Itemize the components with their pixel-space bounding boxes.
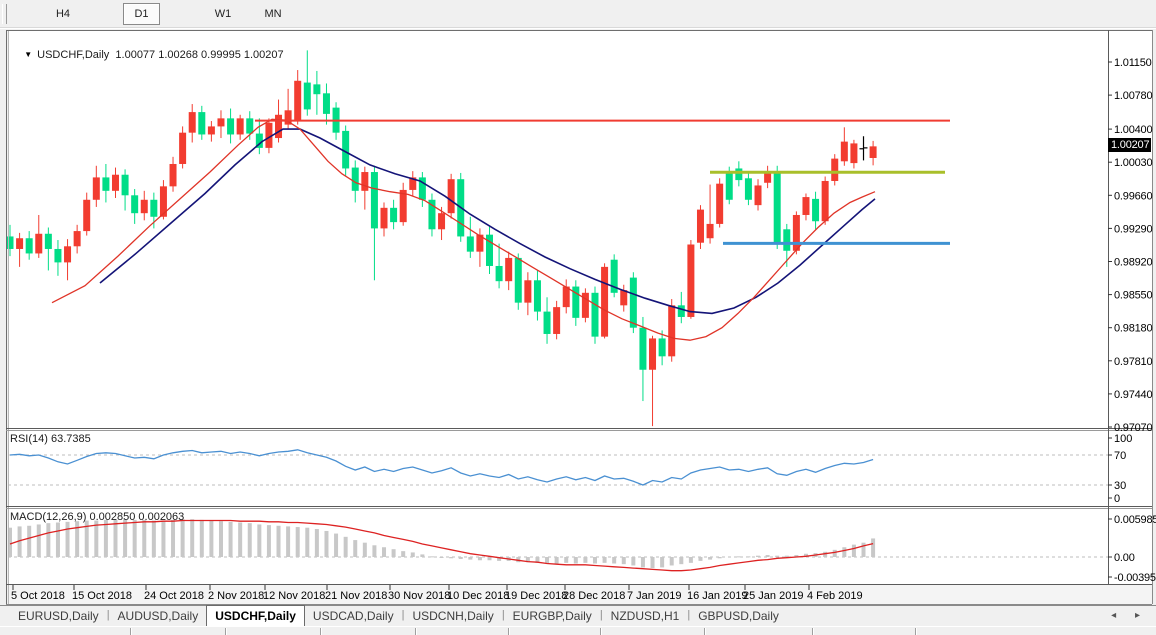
svg-text:12 Nov 2018: 12 Nov 2018: [263, 590, 325, 602]
chart-ohlc-readout: 1.00077 1.00268 0.99995 1.00207: [115, 49, 284, 61]
chart-tab-strip: EURUSD,Daily | AUDUSD,Daily USDCHF,Daily USD…: [0, 605, 1156, 626]
panel-frame[interactable]: [0, 28, 1156, 605]
chart-canvas[interactable]: 1.01150 1.00780 1.00400 1.00030 0.99660 0.992…: [0, 28, 1156, 605]
chart-panels-background: [8, 30, 1152, 585]
statusbar-divider: [600, 628, 602, 635]
svg-text:0.98920: 0.98920: [1114, 256, 1152, 268]
svg-text:-0.003954: -0.003954: [1114, 572, 1156, 584]
statusbar-divider: [915, 628, 917, 635]
chart-title: ▼ USDCHF,Daily 1.00077 1.00268 0.99995 1.…: [12, 37, 284, 73]
ma-slow-line: [99, 128, 876, 315]
svg-text:100: 100: [1114, 433, 1132, 445]
svg-text:1.00030: 1.00030: [1114, 157, 1152, 169]
svg-text:1.00400: 1.00400: [1114, 124, 1152, 136]
svg-text:0.005985: 0.005985: [1114, 514, 1156, 526]
statusbar-divider: [130, 628, 132, 635]
svg-text:21 Nov 2018: 21 Nov 2018: [325, 590, 387, 602]
timeframe-button-d1[interactable]: D1: [123, 3, 160, 25]
symbol-dropdown-icon[interactable]: ▼: [24, 50, 33, 59]
chart-tab-eurgbp[interactable]: EURGBP,Daily: [512, 609, 592, 623]
svg-text:0.98180: 0.98180: [1114, 323, 1152, 335]
svg-text:30 Nov 2018: 30 Nov 2018: [388, 590, 450, 602]
svg-text:4 Feb 2019: 4 Feb 2019: [807, 590, 863, 602]
svg-text:25 Jan 2019: 25 Jan 2019: [743, 590, 804, 602]
timeframe-toolbar: H4 D1 W1 MN: [0, 0, 1156, 28]
tab-separator: |: [401, 609, 405, 621]
svg-text:2 Nov 2018: 2 Nov 2018: [208, 590, 264, 602]
svg-text:19 Dec 2018: 19 Dec 2018: [505, 590, 567, 602]
svg-text:0.99660: 0.99660: [1114, 190, 1152, 202]
rsi-line: [9, 449, 874, 486]
svg-text:0.97810: 0.97810: [1114, 356, 1152, 368]
chart-tab-gbpusd[interactable]: GBPUSD,Daily: [698, 609, 779, 623]
statusbar-divider: [812, 628, 814, 635]
svg-text:10 Dec 2018: 10 Dec 2018: [447, 590, 509, 602]
svg-text:7 Jan 2019: 7 Jan 2019: [627, 590, 681, 602]
rsi-axis: 100 70 300: [1108, 433, 1132, 505]
chart-tab-usdcnh[interactable]: USDCNH,Daily: [412, 609, 494, 623]
tab-separator: |: [106, 609, 110, 621]
chart-tab-audusd[interactable]: AUDUSD,Daily: [117, 609, 199, 623]
macd-indicator-label: MACD(12,26,9) 0.002850 0.002063: [10, 511, 185, 523]
macd-axis: 0.005985 0.00 -0.003954: [1108, 514, 1156, 584]
time-axis: 5 Oct 2018 15 Oct 2018 24 Oct 2018 2 Nov 20…: [11, 585, 863, 602]
svg-text:15 Oct 2018: 15 Oct 2018: [72, 590, 132, 602]
timeframe-button-mn[interactable]: MN: [255, 3, 291, 25]
tab-separator: |: [687, 609, 691, 621]
ma-fast-line: [51, 118, 876, 341]
statusbar-divider: [225, 628, 227, 635]
tab-separator: |: [501, 609, 505, 621]
svg-text:0.97070: 0.97070: [1114, 422, 1152, 434]
svg-text:5 Oct 2018: 5 Oct 2018: [11, 590, 65, 602]
timeframe-button-h4[interactable]: H4: [45, 3, 81, 25]
statusbar-divider: [508, 628, 510, 635]
status-bar: [0, 626, 1156, 635]
candlestick-series: [6, 50, 877, 427]
svg-text:70: 70: [1114, 450, 1126, 462]
tab-separator: |: [599, 609, 603, 621]
chart-tab-nzdusd[interactable]: NZDUSD,H1: [610, 609, 680, 623]
svg-text:0: 0: [1114, 493, 1120, 505]
svg-text:1.01150: 1.01150: [1114, 57, 1152, 69]
chart-tab-usdchf[interactable]: USDCHF,Daily: [206, 605, 305, 626]
svg-text:1.00780: 1.00780: [1114, 90, 1152, 102]
toolbar-drag-handle-icon[interactable]: [2, 4, 7, 24]
chart-symbol-label: USDCHF,Daily: [37, 49, 110, 61]
svg-text:28 Dec 2018: 28 Dec 2018: [563, 590, 625, 602]
chart-tab-usdcad[interactable]: USDCAD,Daily: [312, 609, 394, 623]
chart-tab-eurusd[interactable]: EURUSD,Daily: [18, 609, 99, 623]
macd-signal-line: [9, 519, 874, 572]
statusbar-divider: [320, 628, 322, 635]
statusbar-divider: [415, 628, 417, 635]
svg-text:30: 30: [1114, 480, 1126, 492]
time-axis-strip: [8, 585, 1152, 604]
svg-text:24 Oct 2018: 24 Oct 2018: [144, 590, 204, 602]
macd-histogram: [8, 519, 876, 569]
price-axis: 1.01150 1.00780 1.00400 1.00030 0.99660 0.992…: [1108, 57, 1153, 434]
tab-scroll-arrows[interactable]: ◂ ▸: [1111, 610, 1148, 621]
svg-text:0.00: 0.00: [1114, 552, 1135, 564]
svg-text:16 Jan 2019: 16 Jan 2019: [687, 590, 748, 602]
svg-text:0.97440: 0.97440: [1114, 389, 1152, 401]
rsi-indicator-label: RSI(14) 63.7385: [10, 433, 91, 445]
statusbar-divider: [704, 628, 706, 635]
timeframe-button-w1[interactable]: W1: [205, 3, 241, 25]
current-price-badge: 1.00207: [1108, 138, 1151, 152]
svg-text:0.98550: 0.98550: [1114, 290, 1152, 302]
svg-text:0.99290: 0.99290: [1114, 223, 1152, 235]
